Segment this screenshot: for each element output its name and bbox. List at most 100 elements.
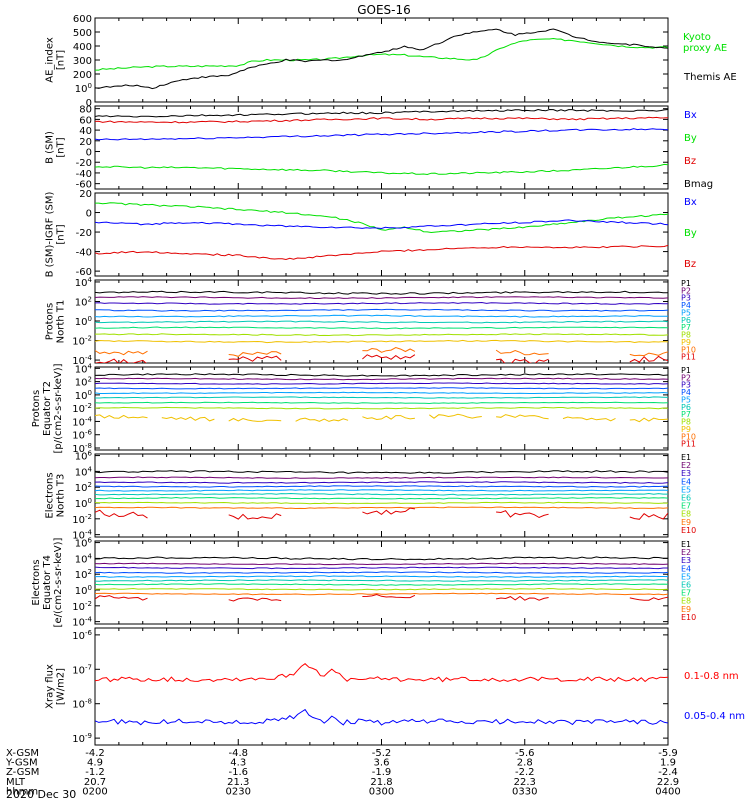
y-tick-label: 10-4 xyxy=(72,415,92,428)
y-tick-label: 10-6 xyxy=(72,629,92,642)
legend-entry: E6 xyxy=(681,494,691,503)
channel-line-e10 xyxy=(362,507,415,516)
plot-area xyxy=(95,470,668,520)
channel-line-e5 xyxy=(95,575,668,578)
y-tick-label: 10-4 xyxy=(72,354,92,367)
channel-line-p10 xyxy=(629,351,668,357)
channel-line-p5 xyxy=(95,391,668,395)
axis-row-value: -2.4 xyxy=(658,767,678,778)
legend-entry: 0.05-0.4 nm xyxy=(684,711,745,722)
channel-line-e2 xyxy=(95,476,668,479)
y-tick-label: 10-4 xyxy=(72,529,92,542)
channel-line-p9 xyxy=(629,417,668,423)
y-tick-label: 100 xyxy=(75,389,92,402)
channel-line-e6 xyxy=(95,492,668,496)
axis-row-value: 21.3 xyxy=(227,777,249,788)
y-axis-label: North T3 xyxy=(56,474,67,518)
y-axis-label: Equator T2 xyxy=(42,381,53,436)
legend-entry: P6 xyxy=(681,403,691,412)
legend-entry: P5 xyxy=(681,395,691,404)
channel-line-e4 xyxy=(95,571,668,574)
axis-row-value: -5.2 xyxy=(372,748,392,759)
date-label: 2020 Dec 30 xyxy=(6,788,76,800)
y-tick-label: 10-2 xyxy=(72,600,92,613)
y-axis-label: [p/(cm2-s-sr-keV)] xyxy=(53,363,64,453)
axis-row-label: Y-GSM xyxy=(5,758,38,769)
y-axis-label: Equator T4 xyxy=(42,555,53,610)
series-line-themis-ae xyxy=(95,28,668,90)
y-tick-label: 102 xyxy=(75,568,92,581)
plot-area xyxy=(95,202,668,261)
y-axis-label: [nT] xyxy=(56,50,67,70)
plot-area xyxy=(95,556,668,602)
y-tick-label: 10-4 xyxy=(72,616,92,629)
y-tick-label: 10-9 xyxy=(72,732,92,745)
channel-line-p9 xyxy=(295,417,349,422)
channel-line-p1 xyxy=(95,373,668,377)
channel-line-p11 xyxy=(629,355,668,363)
legend-entry: P4 xyxy=(681,301,691,310)
channel-line-e10 xyxy=(228,513,282,520)
y-tick-label: 102 xyxy=(75,376,92,389)
legend-entry: E3 xyxy=(681,469,691,478)
channel-line-p6 xyxy=(95,320,668,324)
channel-line-p11 xyxy=(362,354,416,360)
axis-row-value: 0400 xyxy=(655,786,680,797)
y-tick-label: 10-2 xyxy=(72,513,92,526)
channel-line-p2 xyxy=(95,296,668,299)
y-tick-label: 100 xyxy=(75,82,92,95)
legend-entry: P9 xyxy=(681,338,691,347)
y-tick-label: 100 xyxy=(75,497,92,510)
y-tick-label: 80 xyxy=(79,105,92,116)
legend-entry: E8 xyxy=(681,597,691,606)
y-tick-label: 102 xyxy=(75,295,92,308)
legend-entry: E3 xyxy=(681,556,691,565)
channel-line-e10 xyxy=(496,595,549,601)
legend-entry: P5 xyxy=(681,308,691,317)
series-line-0-05-0-4-nm xyxy=(95,708,668,726)
series-line-kyoto xyxy=(95,37,668,71)
legend-entry: E2 xyxy=(681,548,691,557)
plot-frame xyxy=(94,453,669,538)
plot-area xyxy=(95,290,668,363)
axis-row-value: -5.9 xyxy=(658,748,678,759)
y-tick-label: 400 xyxy=(73,42,92,53)
axis-row-label: X-GSM xyxy=(6,748,39,759)
channel-line-e10 xyxy=(228,597,282,602)
legend-entry: P1 xyxy=(681,366,691,375)
axis-row-value: -1.9 xyxy=(372,767,392,778)
y-tick-label: -20 xyxy=(76,158,92,169)
legend-entry: E9 xyxy=(681,605,691,614)
series-line-by xyxy=(95,202,668,234)
channel-line-e2 xyxy=(95,562,668,566)
channel-line-e10 xyxy=(629,512,668,520)
panel-xray: 10-9 10-8 10-7 10-6 Xray flux [W/m2] 0.1-0.8 n… xyxy=(45,627,745,746)
legend-entry: Bx xyxy=(684,197,697,208)
y-tick-label: 200 xyxy=(73,70,92,81)
plot-frame xyxy=(94,540,669,625)
channel-line-e7 xyxy=(95,496,668,500)
figure-title: GOES-16 xyxy=(357,3,411,17)
legend-entry: P11 xyxy=(681,353,696,362)
y-tick-label: 100 xyxy=(75,315,92,328)
axis-row-value: -1.2 xyxy=(85,767,105,778)
legend-entry: P8 xyxy=(681,418,691,427)
channel-line-p3 xyxy=(95,301,668,305)
legend-entry: Bz xyxy=(684,156,696,167)
series-line-bz xyxy=(95,116,668,124)
series-line-0-1-0-8-nm xyxy=(95,663,668,683)
channel-line-p9 xyxy=(429,413,482,419)
legend-entry: P11 xyxy=(681,440,696,449)
panel-e_equator: 10-4 10-2 100 102 104 106 Electrons Equator T4[… xyxy=(31,537,696,629)
axis-row-value: -1.6 xyxy=(228,767,248,778)
y-axis-label: North T1 xyxy=(56,300,67,344)
channel-line-p11 xyxy=(228,355,282,362)
y-axis-label: Protons xyxy=(45,303,56,340)
axis-row-value: 21.8 xyxy=(370,777,392,788)
axis-row-value: -2.2 xyxy=(515,767,535,778)
y-axis-label: [nT] xyxy=(56,137,67,157)
y-axis-label: [e/(cm2-s-sr-keV)] xyxy=(53,537,64,627)
series-line-bx xyxy=(95,219,668,230)
